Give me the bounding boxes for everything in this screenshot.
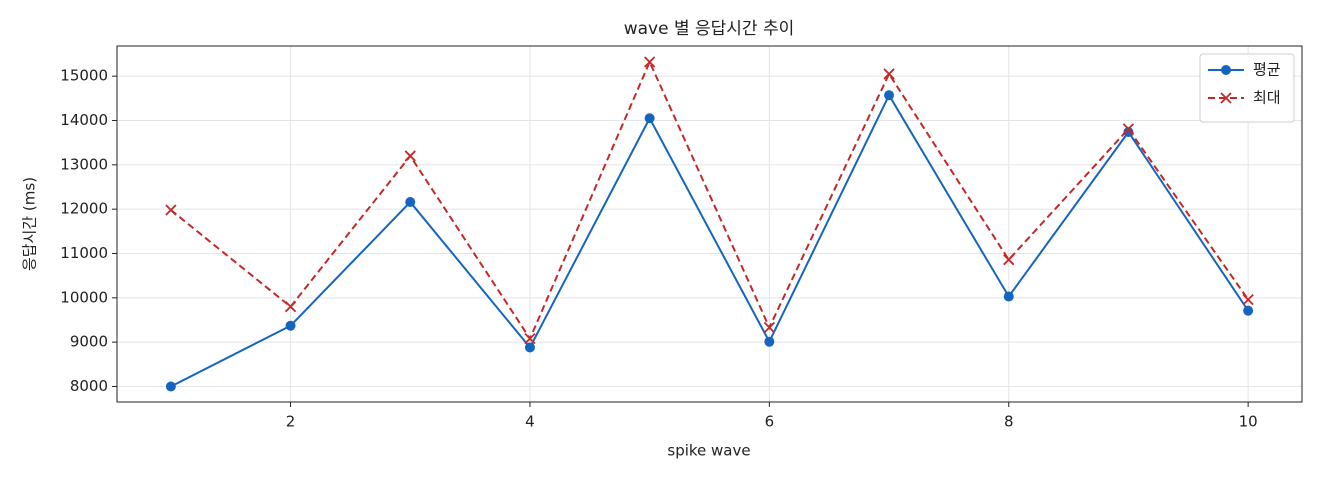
marker	[1123, 127, 1134, 138]
x-tick-label: 2	[286, 413, 296, 431]
marker	[644, 113, 655, 124]
legend-label: 평균	[1253, 61, 1281, 79]
y-tick-label: 10000	[60, 288, 108, 306]
marker	[404, 150, 416, 162]
chart-title: wave 별 응답시간 추이	[624, 19, 795, 39]
marker	[1003, 291, 1014, 302]
marker	[524, 342, 535, 353]
x-tick-label: 8	[1004, 413, 1014, 431]
y-tick-label: 13000	[60, 155, 108, 173]
marker	[165, 381, 176, 392]
marker	[1122, 123, 1135, 135]
marker	[1003, 254, 1015, 266]
plot-frame	[116, 45, 1303, 403]
marker	[284, 301, 297, 313]
y-tick-label: 14000	[60, 111, 108, 129]
marker	[763, 321, 775, 334]
y-tick-label: 8000	[70, 377, 108, 395]
marker	[883, 68, 895, 80]
marker	[1242, 293, 1254, 306]
y-tick-label: 12000	[60, 200, 108, 218]
marker	[165, 204, 177, 216]
series-line	[170, 93, 1249, 388]
marker	[405, 197, 416, 208]
x-tick-label: 4	[525, 413, 535, 431]
y-tick-label: 9000	[70, 333, 108, 351]
legend-label: 최대	[1253, 89, 1281, 107]
legend-marker	[1220, 92, 1232, 104]
marker	[884, 90, 895, 101]
series-line	[170, 59, 1249, 341]
marker	[644, 56, 656, 68]
y-axis-label: 응답시간 (ms)	[21, 177, 39, 271]
y-tick-label: 11000	[60, 244, 108, 262]
x-tick-label: 10	[1239, 413, 1258, 431]
x-axis-label: spike wave	[667, 442, 750, 460]
marker	[764, 336, 775, 347]
x-tick-label: 6	[765, 413, 775, 431]
legend-marker	[1221, 65, 1231, 75]
marker	[524, 332, 536, 345]
marker	[285, 320, 296, 331]
y-tick-label: 15000	[60, 67, 108, 85]
marker	[1243, 305, 1254, 316]
